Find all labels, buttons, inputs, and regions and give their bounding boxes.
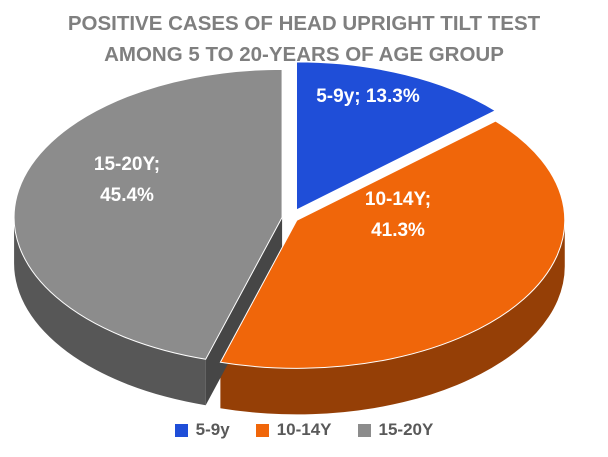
slice-5-9y	[295, 61, 497, 211]
slice-15-20y	[13, 68, 283, 360]
chart-legend: 5-9y 10-14Y 15-20Y	[0, 420, 608, 440]
data-label-line-15-20y-1: 15-20Y;	[94, 154, 160, 175]
chart-title: POSITIVE CASES OF HEAD UPRIGHT TILT TEST…	[0, 8, 608, 70]
chart-title-line-1: POSITIVE CASES OF HEAD UPRIGHT TILT TEST	[67, 12, 541, 35]
legend-label-10-14y: 10-14Y	[276, 420, 332, 439]
data-label-line-15-20y-2: 45.4%	[100, 185, 154, 206]
data-label-5-9y: 5-9y; 13.3%	[316, 86, 420, 107]
data-label-line-10-14y-2: 41.3%	[371, 220, 425, 241]
legend-item-10-14y: 10-14Y	[255, 420, 332, 440]
data-label-line-10-14y-1: 10-14Y;	[365, 189, 431, 210]
legend-swatch-10-14y	[255, 423, 269, 437]
data-label-line-5-9y-1: 5-9y; 13.3%	[316, 86, 420, 107]
legend-item-5-9y: 5-9y	[174, 420, 230, 440]
legend-item-15-20y: 15-20Y	[357, 420, 434, 440]
legend-swatch-5-9y	[174, 423, 188, 437]
legend-label-15-20y: 15-20Y	[378, 420, 434, 439]
legend-swatch-15-20y	[357, 423, 371, 437]
slice-side-10-14y	[220, 220, 565, 415]
data-label-10-14y: 10-14Y; 41.3%	[365, 189, 431, 241]
legend-label-5-9y: 5-9y	[195, 420, 230, 439]
slice-side-15-20y	[14, 217, 206, 406]
slice-10-14y	[219, 120, 566, 369]
data-label-15-20y: 15-20Y; 45.4%	[94, 154, 160, 206]
chart-title-line-2: AMONG 5 TO 20-YEARS OF AGE GROUP	[104, 43, 504, 66]
